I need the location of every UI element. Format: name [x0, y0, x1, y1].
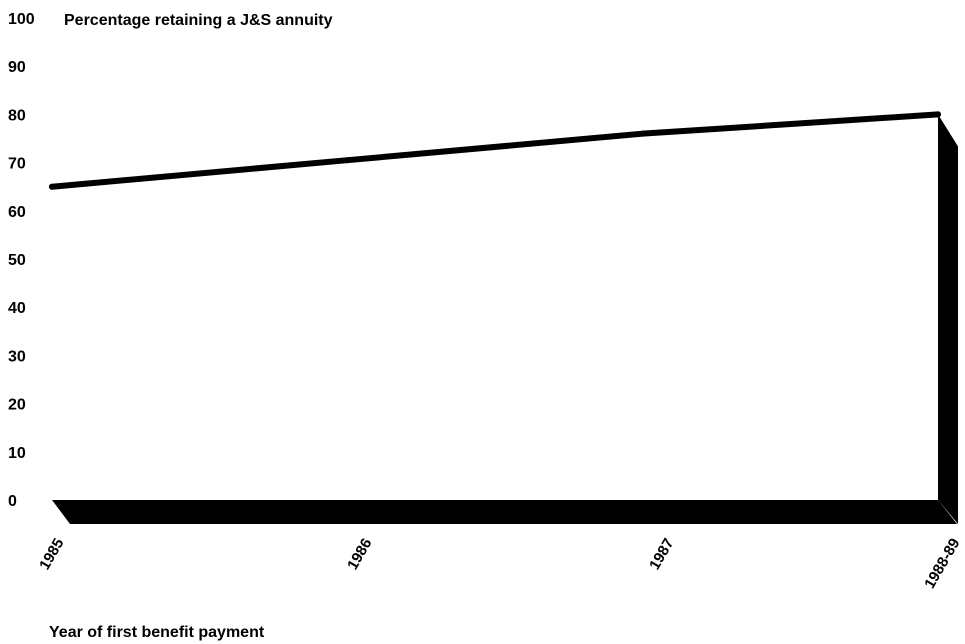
x-tick-labels: 1985 1986 1987 1988-89	[36, 536, 963, 592]
data-point	[639, 130, 646, 137]
x-tick-label: 1986	[344, 536, 375, 573]
x-tick-label: 1987	[646, 536, 677, 573]
y-axis-label: Percentage retaining a J&S annuity	[64, 12, 333, 29]
right-wall-shadow	[938, 114, 958, 525]
data-point	[49, 183, 55, 190]
data-point	[935, 111, 941, 118]
y-tick-label: 0	[8, 493, 17, 510]
y-tick-label: 20	[8, 397, 26, 414]
x-tick-label: 1988-89	[921, 536, 963, 592]
y-tick-label: 90	[8, 59, 26, 76]
y-tick-label: 80	[8, 107, 26, 124]
y-tick-label: 50	[8, 252, 26, 269]
x-tick-label: 1985	[36, 536, 67, 573]
y-tick-label: 30	[8, 348, 26, 365]
series-line	[49, 111, 941, 190]
y-tick-label: 100	[8, 11, 35, 28]
series-group	[49, 111, 941, 190]
floor-shadow	[52, 500, 957, 524]
data-point	[344, 157, 351, 164]
y-tick-label: 70	[8, 156, 26, 173]
x-axis-label: Year of first benefit payment	[49, 624, 265, 641]
y-tick-label: 40	[8, 300, 26, 317]
y-tick-label: 60	[8, 204, 26, 221]
y-tick-label: 10	[8, 445, 26, 462]
